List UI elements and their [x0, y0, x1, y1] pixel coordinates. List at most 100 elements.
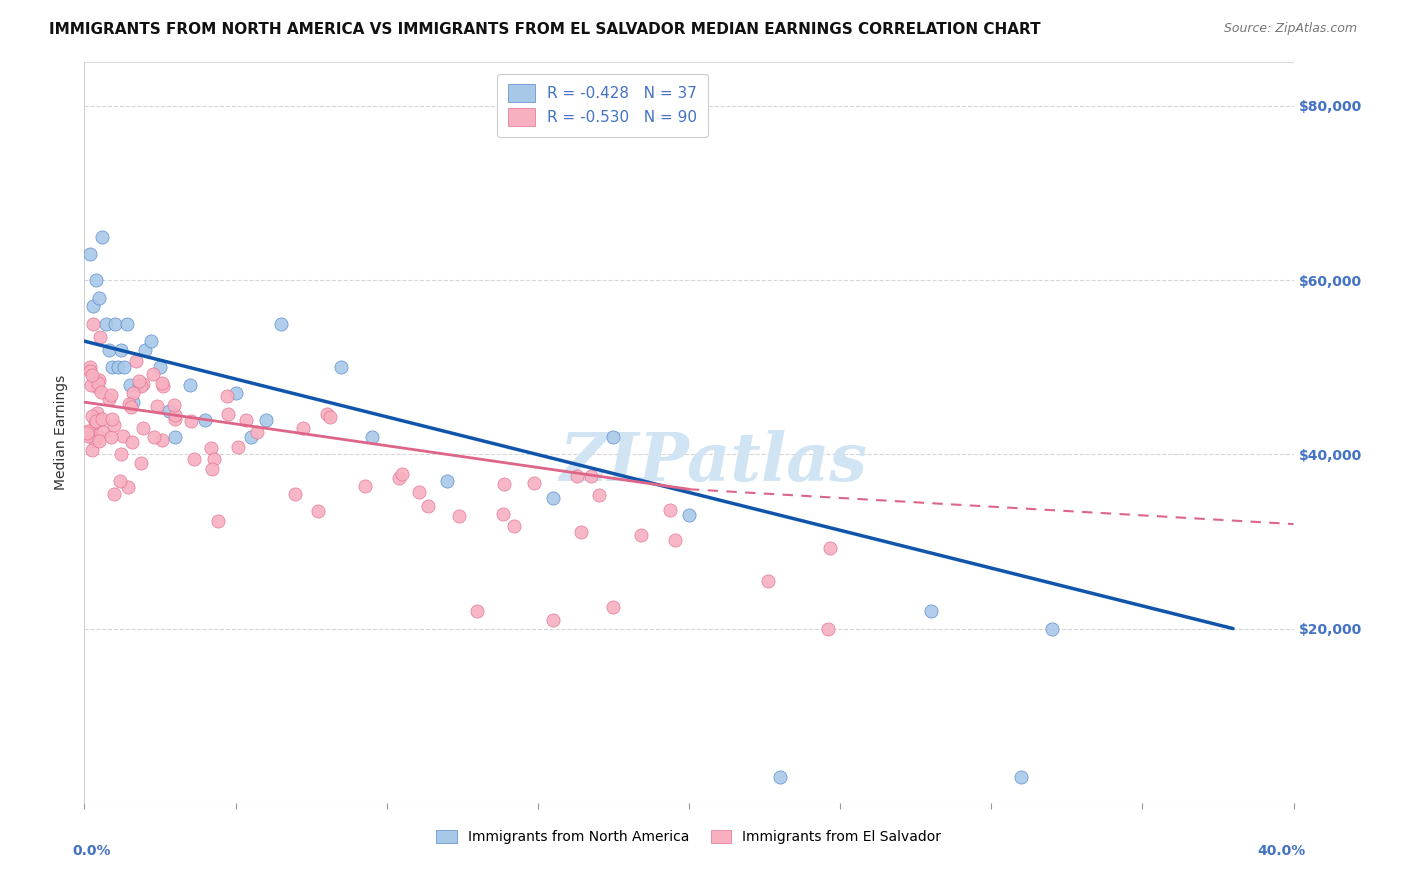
Point [128, 377, 150, 392]
Point [131, 377, 153, 392]
Point [284, 487, 307, 501]
Point [86, 380, 108, 394]
Point [79, 247, 101, 261]
Point [103, 487, 125, 501]
Point [84, 376, 107, 390]
Point [360, 430, 382, 444]
Text: Source: ZipAtlas.com: Source: ZipAtlas.com [1223, 22, 1357, 36]
Point [120, 400, 142, 414]
Point [226, 441, 249, 455]
Point [391, 467, 413, 481]
Point [246, 425, 269, 440]
Point [101, 412, 124, 426]
Point [565, 469, 588, 483]
Point [658, 502, 681, 516]
Point [94, 317, 117, 331]
Point [225, 386, 247, 401]
Point [145, 399, 167, 413]
Point [1011, 770, 1033, 784]
Point [408, 484, 430, 499]
Point [316, 407, 339, 421]
Point [180, 414, 202, 428]
Point [202, 451, 225, 466]
Point [76, 425, 98, 440]
Point [82, 317, 104, 331]
Point [523, 476, 546, 491]
Point [76, 429, 98, 443]
Point [100, 430, 122, 444]
Point [207, 514, 229, 528]
Point [121, 435, 143, 450]
Point [134, 343, 156, 357]
Point [86, 428, 108, 442]
Point [215, 389, 238, 403]
Point [152, 379, 174, 393]
Text: IMMIGRANTS FROM NORTH AMERICA VS IMMIGRANTS FROM EL SALVADOR MEDIAN EARNINGS COR: IMMIGRANTS FROM NORTH AMERICA VS IMMIGRA… [49, 22, 1040, 37]
Point [319, 410, 342, 425]
Point [98, 392, 121, 407]
Point [139, 334, 162, 348]
Point [467, 604, 489, 618]
Point [103, 417, 125, 432]
Point [86, 273, 108, 287]
Point [142, 367, 165, 381]
Point [492, 507, 515, 521]
Point [132, 421, 155, 435]
Point [165, 430, 187, 444]
Point [157, 404, 180, 418]
Point [630, 527, 652, 541]
Point [416, 500, 439, 514]
Point [128, 374, 150, 388]
Point [150, 376, 173, 391]
Point [110, 343, 132, 357]
Point [149, 360, 172, 375]
Point [330, 360, 353, 375]
Point [769, 770, 792, 784]
Point [588, 488, 610, 502]
Point [129, 456, 152, 470]
Point [97, 343, 120, 357]
Point [436, 474, 458, 488]
Point [492, 476, 515, 491]
Point [818, 541, 841, 555]
Point [125, 353, 148, 368]
Point [89, 373, 111, 387]
Point [449, 509, 471, 524]
Point [107, 360, 129, 375]
Point [84, 414, 107, 428]
Point [117, 480, 139, 494]
Legend: Immigrants from North America, Immigrants from El Salvador: Immigrants from North America, Immigrant… [429, 823, 949, 851]
Point [1040, 622, 1063, 636]
Text: 0.0%: 0.0% [72, 844, 111, 857]
Point [80, 409, 103, 423]
Point [91, 229, 114, 244]
Point [87, 376, 110, 390]
Point [503, 519, 526, 533]
Point [541, 491, 564, 505]
Point [291, 421, 314, 435]
Point [90, 384, 112, 399]
Point [129, 378, 152, 392]
Point [163, 408, 186, 422]
Point [179, 377, 201, 392]
Point [77, 424, 100, 438]
Point [541, 613, 564, 627]
Point [579, 469, 602, 483]
Point [388, 471, 411, 485]
Point [87, 413, 110, 427]
Point [80, 378, 103, 392]
Point [569, 524, 592, 539]
Point [91, 412, 114, 426]
Point [89, 330, 111, 344]
Point [920, 604, 942, 618]
Point [183, 451, 205, 466]
Point [112, 360, 135, 375]
Point [79, 360, 101, 375]
Point [162, 398, 184, 412]
Point [89, 291, 111, 305]
Point [756, 574, 779, 588]
Point [150, 433, 173, 447]
Text: 40.0%: 40.0% [1257, 844, 1306, 857]
Point [217, 407, 239, 421]
Point [104, 317, 127, 331]
